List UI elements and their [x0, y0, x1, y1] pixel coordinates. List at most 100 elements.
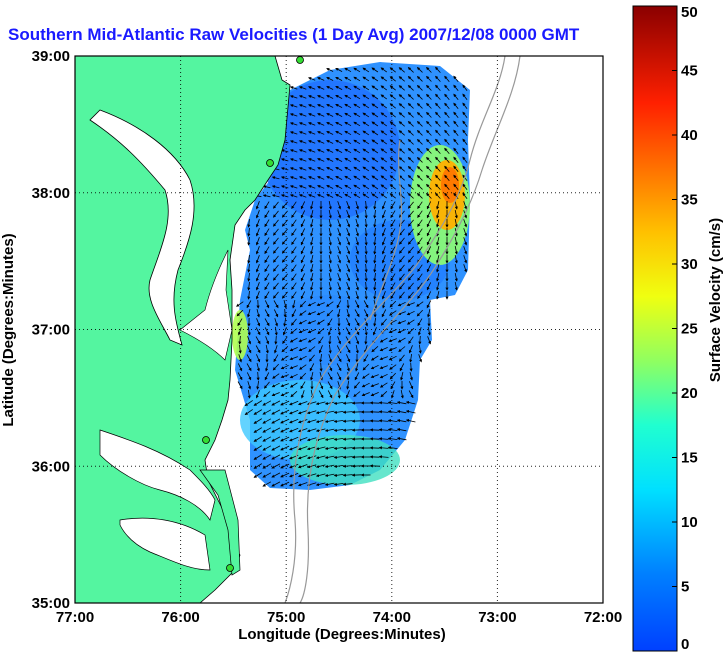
- velocity-arrow: [344, 139, 352, 145]
- velocity-arrow: [364, 218, 368, 228]
- velocity-arrow: [262, 436, 272, 442]
- velocity-arrow: [280, 436, 290, 442]
- velocity-arrow: [389, 372, 396, 380]
- albemarle-sound: [99, 429, 216, 521]
- velocity-arrow: [416, 76, 423, 82]
- velocity-arrow: [317, 194, 325, 198]
- velocity-arrow: [264, 201, 270, 210]
- colorbar-tick-label: 45: [681, 63, 698, 80]
- velocity-arrow: [308, 95, 316, 99]
- velocity-arrow: [407, 193, 414, 199]
- velocity-arrow: [307, 301, 316, 307]
- velocity-arrow: [319, 381, 324, 390]
- velocity-arrow: [335, 131, 343, 135]
- velocity-arrow: [389, 121, 396, 127]
- colorbar-tick-label: 30: [681, 256, 698, 273]
- velocity-arrow: [371, 175, 379, 181]
- velocity-arrow: [355, 227, 359, 237]
- velocity-arrow: [387, 428, 398, 432]
- velocity-arrow: [317, 95, 325, 99]
- velocity-arrow: [327, 318, 333, 327]
- velocity-arrow: [326, 309, 334, 317]
- velocity-arrow: [417, 291, 423, 299]
- velocity-arrow: [310, 219, 314, 228]
- velocity-arrow: [344, 184, 352, 190]
- velocity-arrow: [237, 318, 243, 327]
- velocity-arrow: [435, 147, 441, 154]
- velocity-arrow: [280, 454, 290, 460]
- x-tick-label: 75:00: [267, 609, 305, 626]
- velocity-arrow: [263, 381, 270, 389]
- velocity-arrow: [264, 219, 270, 228]
- velocity-arrow: [398, 346, 406, 353]
- velocity-arrow: [373, 300, 377, 309]
- velocity-arrow: [328, 354, 333, 363]
- velocity-arrow: [306, 410, 317, 415]
- velocity-arrow: [244, 409, 253, 416]
- velocity-arrow: [371, 346, 379, 353]
- velocity-arrow: [362, 148, 370, 154]
- velocity-arrow: [355, 245, 359, 255]
- velocity-arrow: [426, 210, 432, 219]
- velocity-arrow: [373, 281, 377, 291]
- velocity-arrow: [280, 392, 289, 397]
- velocity-arrow: [373, 209, 377, 219]
- velocity-arrow: [353, 103, 361, 109]
- velocity-arrow: [380, 166, 388, 172]
- velocity-arrow: [426, 264, 432, 273]
- velocity-arrow: [307, 337, 316, 343]
- velocity-arrow: [390, 381, 396, 390]
- velocity-arrow: [326, 86, 334, 90]
- velocity-arrow: [327, 372, 333, 381]
- velocity-arrow: [418, 344, 422, 354]
- velocity-arrow: [342, 482, 353, 486]
- velocity-arrow: [370, 355, 379, 361]
- velocity-arrow: [317, 158, 325, 162]
- velocity-arrow: [416, 121, 423, 127]
- velocity-arrow: [380, 103, 388, 109]
- velocity-arrow: [247, 263, 251, 273]
- velocity-arrow: [379, 347, 388, 352]
- station-marker: [296, 56, 304, 64]
- velocity-arrow: [310, 273, 314, 282]
- velocity-arrow: [355, 345, 359, 354]
- hf-radar-stations: [202, 56, 304, 572]
- velocity-arrow: [396, 401, 407, 405]
- velocity-arrow: [298, 176, 307, 180]
- velocity-arrow: [444, 111, 450, 118]
- velocity-arrow: [328, 282, 332, 291]
- velocity-arrow: [417, 210, 423, 218]
- velocity-arrow: [398, 148, 405, 154]
- velocity-arrow: [436, 255, 440, 264]
- velocity-arrow: [444, 129, 450, 136]
- velocity-arrow: [463, 246, 468, 255]
- velocity-arrow: [255, 228, 260, 237]
- velocity-arrow: [308, 86, 316, 90]
- velocity-arrow: [407, 184, 414, 190]
- velocity-arrow: [354, 300, 360, 309]
- velocity-arrow: [281, 291, 288, 299]
- velocity-arrow: [264, 210, 270, 219]
- chart-title: Southern Mid-Atlantic Raw Velocities (1 …: [8, 25, 580, 44]
- velocity-arrow: [326, 77, 334, 81]
- velocity-arrow: [346, 255, 351, 264]
- velocity-arrow: [273, 309, 279, 318]
- velocity-arrow: [353, 184, 361, 190]
- velocity-arrow: [281, 201, 288, 209]
- velocity-arrow: [315, 455, 326, 460]
- velocity-arrow: [389, 130, 396, 136]
- velocity-arrow: [355, 218, 359, 228]
- velocity-arrow: [389, 94, 396, 100]
- velocity-arrow: [407, 112, 414, 118]
- velocity-arrow: [237, 327, 242, 336]
- velocity-arrow: [315, 464, 326, 469]
- velocity-arrow: [400, 390, 404, 399]
- velocity-arrow: [398, 255, 405, 263]
- velocity-arrow: [381, 255, 386, 264]
- velocity-arrow: [271, 185, 280, 189]
- velocity-arrow: [353, 112, 361, 118]
- velocity-arrow: [399, 363, 405, 372]
- velocity-arrow: [272, 363, 279, 371]
- velocity-arrow: [326, 68, 334, 72]
- velocity-arrow: [328, 219, 332, 228]
